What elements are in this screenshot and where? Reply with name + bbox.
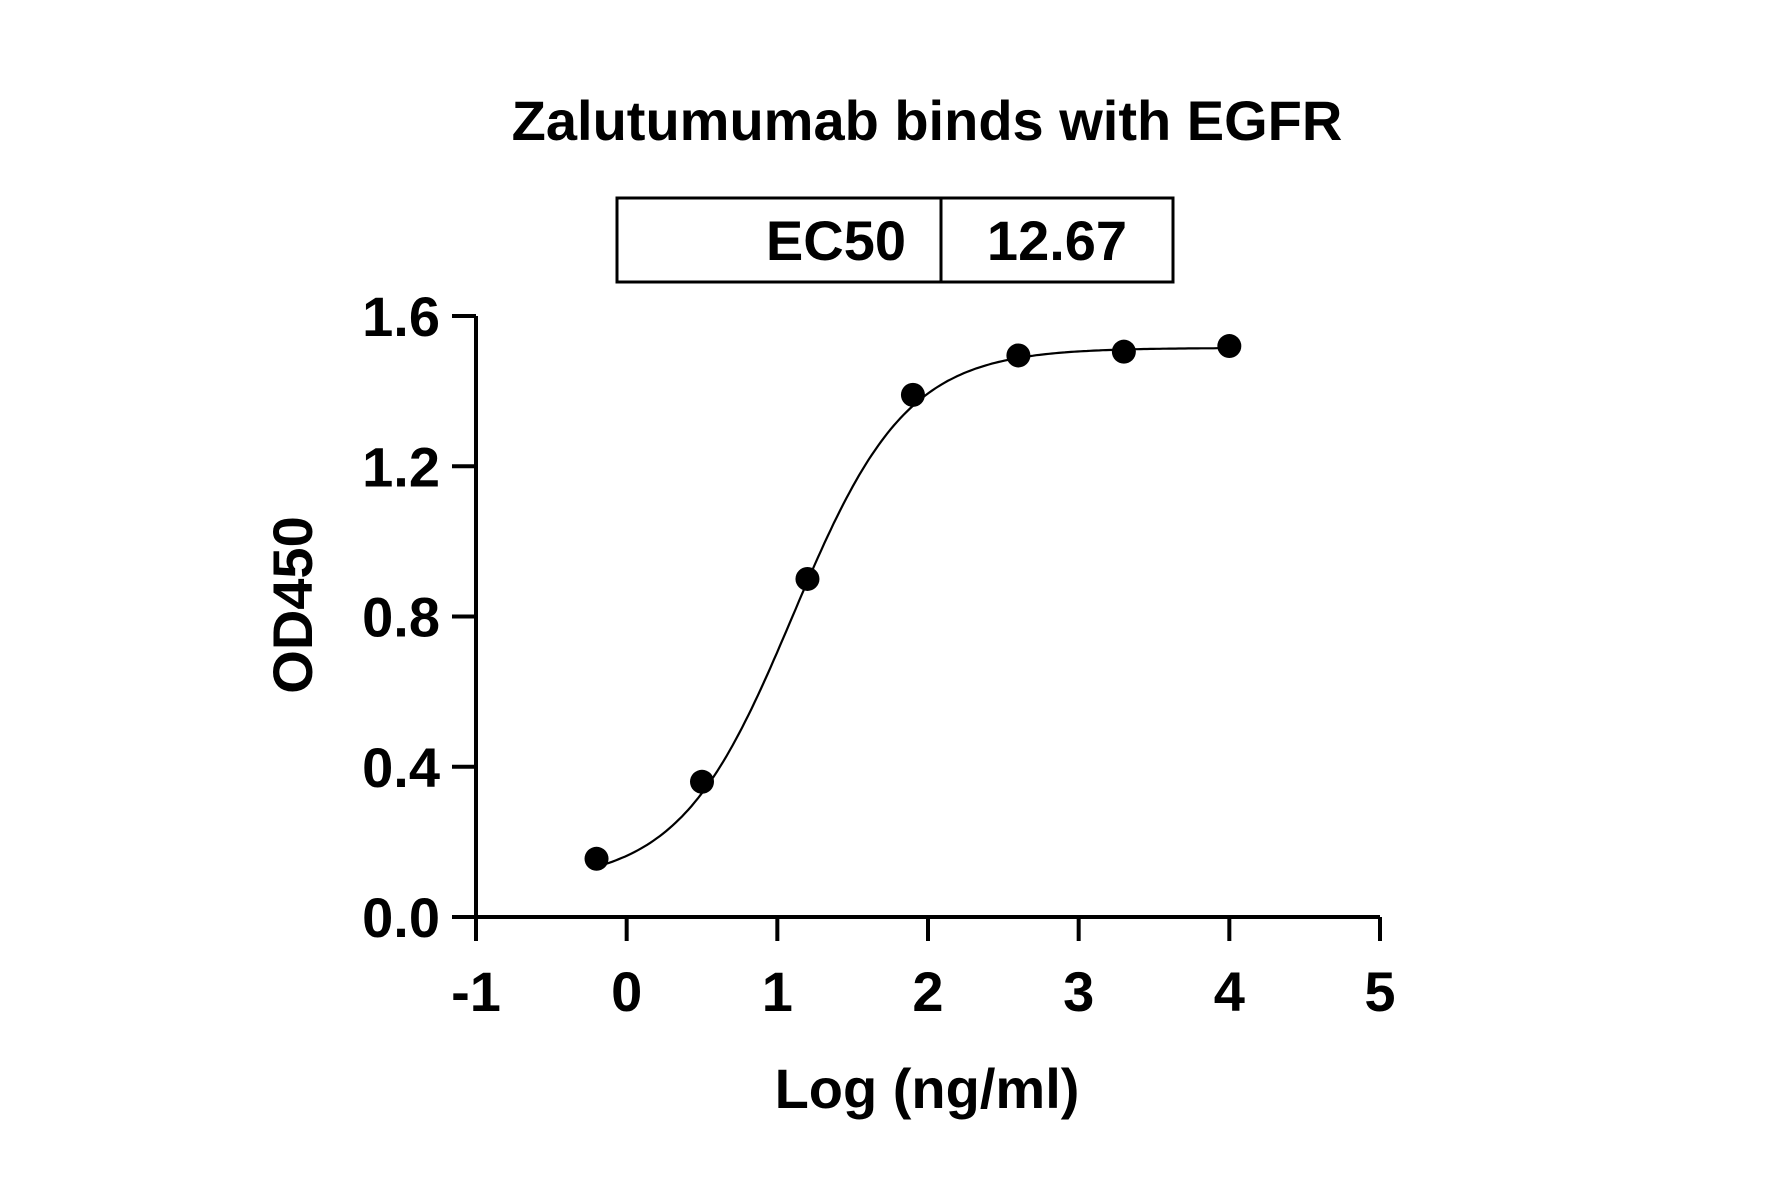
ec50-table: EC50 12.67 — [615, 196, 1175, 284]
x-tick-label: 4 — [1214, 960, 1245, 1023]
chart-title: Zalutumumab binds with EGFR — [512, 89, 1343, 152]
y-axis-label: OD450 — [261, 516, 324, 693]
x-tick-label: 1 — [762, 960, 793, 1023]
y-tick-label: 0.0 — [362, 886, 440, 949]
ec50-label: EC50 — [766, 209, 906, 272]
x-axis-label: Log (ng/ml) — [775, 1057, 1080, 1120]
x-tick-label: 2 — [912, 960, 943, 1023]
data-point — [1111, 339, 1136, 364]
y-tick-label: 0.8 — [362, 586, 440, 649]
y-tick-label: 1.2 — [362, 435, 440, 498]
data-point — [1217, 334, 1242, 359]
y-tick-label: 1.6 — [362, 285, 440, 348]
ec50-value: 12.67 — [987, 209, 1127, 272]
y-tick-label: 0.4 — [362, 736, 440, 799]
data-point — [900, 382, 925, 407]
data-point — [1006, 343, 1031, 368]
tick-labels: -1 0 1 2 3 4 5 0.0 0.4 0.8 1.2 1.6 — [362, 285, 1395, 1023]
x-tick-label: -1 — [451, 960, 501, 1023]
data-point — [584, 846, 609, 871]
x-tick-label: 3 — [1063, 960, 1094, 1023]
axes — [452, 314, 1382, 941]
data-point — [690, 769, 714, 794]
ec50-table-border — [615, 196, 1175, 284]
x-tick-label: 0 — [611, 960, 642, 1023]
data-point — [795, 566, 820, 591]
fit-curve — [596, 347, 1230, 868]
x-tick-label: 5 — [1364, 960, 1395, 1023]
data-points — [584, 334, 1242, 871]
